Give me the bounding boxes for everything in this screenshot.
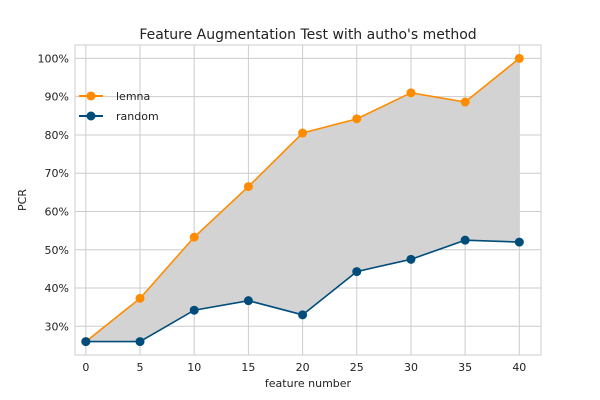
y-tick-label: 100% (38, 52, 69, 65)
data-point-random (81, 337, 91, 347)
data-point-lemna (406, 88, 416, 98)
x-tick-label: 20 (296, 361, 310, 374)
y-tick-label: 80% (45, 129, 69, 142)
data-point-lemna (243, 182, 253, 192)
fill-between-polygon (85, 58, 520, 342)
x-tick-label: 25 (350, 361, 364, 374)
legend-marker-lemna (86, 91, 96, 101)
data-point-random (514, 237, 524, 247)
series-layer (81, 53, 524, 347)
plot-frame (74, 44, 542, 356)
data-point-lemna (460, 97, 470, 107)
x-tick-label: 5 (137, 361, 144, 374)
data-point-lemna (298, 128, 308, 138)
data-point-random (135, 337, 145, 347)
y-tick-labels: 30% 40% 50% 60% 70% 80% 90% 100% (38, 52, 69, 333)
data-point-random (460, 235, 470, 245)
data-point-random (352, 267, 362, 277)
chart-title: Feature Augmentation Test with autho's m… (139, 27, 476, 43)
data-point-lemna (189, 232, 199, 242)
x-tick-labels: 0 5 10 15 20 25 30 35 40 (82, 361, 526, 374)
y-tick-label: 40% (45, 282, 69, 295)
data-point-random (298, 310, 308, 320)
data-point-lemna (514, 53, 524, 63)
data-point-lemna (135, 293, 145, 303)
x-tick-label: 35 (458, 361, 472, 374)
legend-marker-random (86, 111, 96, 121)
data-point-random (406, 254, 416, 264)
x-tick-label: 10 (187, 361, 201, 374)
x-tick-label: 40 (512, 361, 526, 374)
legend-label-lemna: lemna (116, 90, 150, 103)
data-point-random (243, 296, 253, 306)
y-tick-label: 50% (45, 244, 69, 257)
data-point-random (189, 305, 199, 315)
legend-label-random: random (116, 110, 159, 123)
y-axis-label: PCR (16, 189, 29, 211)
x-tick-label: 30 (404, 361, 418, 374)
data-point-lemna (352, 114, 362, 124)
y-tick-label: 70% (45, 167, 69, 180)
fill-between-area (85, 58, 520, 342)
x-tick-label: 15 (241, 361, 255, 374)
x-axis-label: feature number (265, 377, 352, 390)
y-tick-label: 90% (45, 91, 69, 104)
y-tick-label: 30% (45, 320, 69, 333)
y-tick-label: 60% (45, 205, 69, 218)
x-tick-label: 0 (82, 361, 89, 374)
legend: lemna random (79, 90, 159, 123)
